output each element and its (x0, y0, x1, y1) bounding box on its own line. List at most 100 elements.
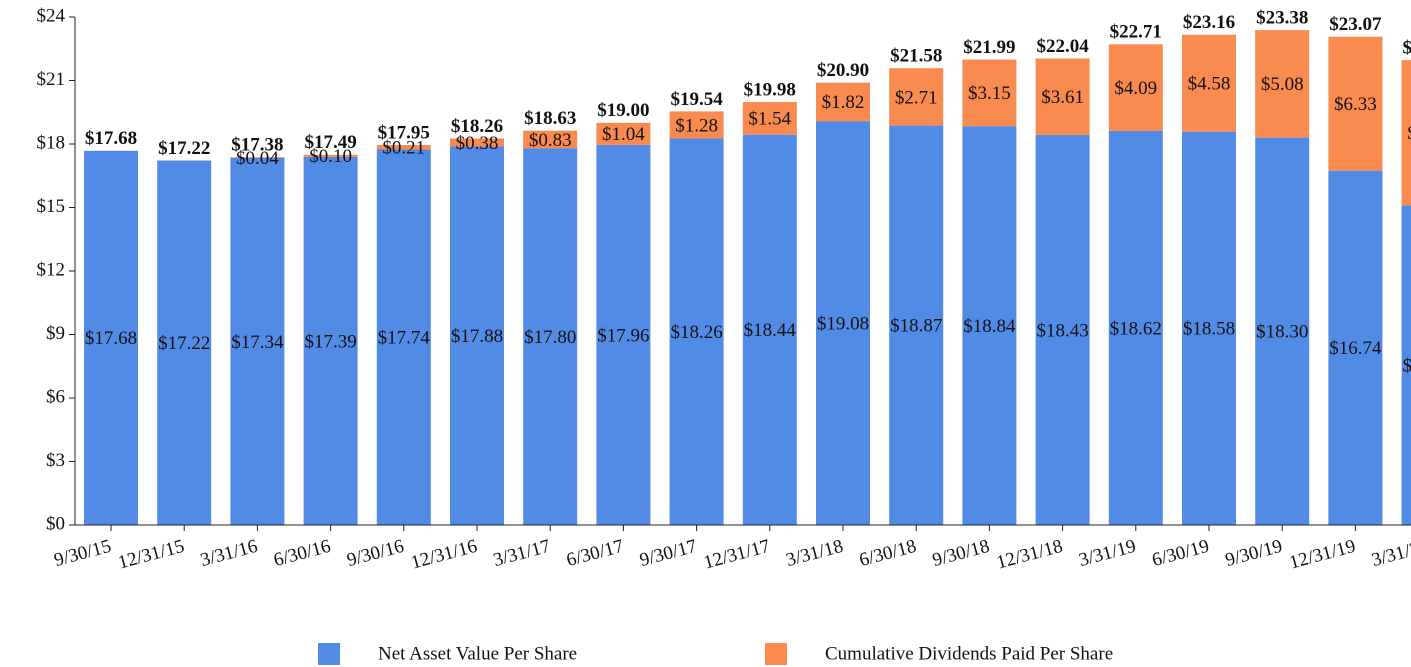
x-tick-label: 3/31/20 (1370, 536, 1411, 571)
total-label: $23.38 (1256, 7, 1308, 28)
total-label: $20.90 (817, 60, 869, 81)
bar-segment (669, 111, 724, 139)
y-tick-label: $6 (46, 386, 65, 407)
bar-segment (450, 138, 504, 147)
value-label: $18.84 (963, 316, 1016, 337)
y-tick-label: $24 (37, 5, 66, 26)
bar-segment (230, 157, 285, 158)
bar-segment (1035, 58, 1090, 135)
value-label: $1.82 (822, 92, 865, 113)
bar-segment (889, 68, 944, 126)
value-label: $17.39 (304, 331, 356, 352)
x-tick-label: 3/31/17 (491, 536, 553, 571)
value-label: $18.44 (744, 320, 797, 341)
value-label: $3.15 (968, 83, 1011, 104)
value-label: $16.74 (1329, 338, 1382, 359)
x-tick-label: 6/30/19 (1150, 536, 1212, 571)
bar-segment (962, 59, 1017, 127)
value-label: $0.83 (529, 130, 572, 151)
x-tick-label: 6/30/18 (857, 536, 919, 571)
bar-segment (1328, 36, 1383, 171)
value-label: $4.58 (1188, 74, 1231, 95)
value-label: $17.88 (451, 326, 503, 347)
bar-segment (1401, 205, 1411, 525)
total-label: $18.26 (451, 116, 503, 137)
value-label: $1.04 (602, 124, 645, 145)
value-label: $4.09 (1114, 78, 1157, 99)
value-label: $5.08 (1261, 74, 1304, 95)
bar-segment (669, 138, 724, 525)
x-tick-label: 6/30/16 (272, 536, 334, 571)
bar-segment (1108, 44, 1163, 131)
x-tick-label: 12/31/19 (1287, 536, 1358, 574)
total-label: $21.58 (890, 46, 942, 67)
total-label: $21.96 (1402, 38, 1411, 59)
bar-segment (230, 157, 285, 525)
value-label: $18.87 (890, 316, 942, 337)
value-label: $17.22 (158, 333, 210, 354)
value-label: $0.38 (456, 133, 499, 154)
value-label: $15.10 (1402, 356, 1411, 377)
total-label: $17.95 (378, 122, 430, 143)
bar-segment (157, 160, 212, 525)
legend-label: Cumulative Dividends Paid Per Share (825, 643, 1113, 664)
total-label: $19.98 (744, 79, 796, 100)
value-label: $3.61 (1041, 87, 1084, 108)
bar-segment (450, 146, 504, 526)
bar-segment (889, 125, 944, 526)
value-label: $18.30 (1256, 322, 1308, 343)
x-tick-label: 3/31/19 (1077, 536, 1139, 571)
value-label: $18.62 (1110, 318, 1162, 339)
value-label: $0.21 (382, 138, 425, 159)
y-tick-label: $21 (37, 69, 66, 90)
value-label: $18.26 (670, 322, 722, 343)
value-label: $17.68 (85, 328, 137, 349)
x-tick-label: 12/31/18 (994, 536, 1065, 574)
x-tick-label: 9/30/15 (52, 536, 114, 571)
bar-segment (1182, 34, 1236, 132)
value-label: $2.71 (895, 87, 938, 108)
x-tick-label: 9/30/17 (638, 536, 700, 571)
total-label: $17.49 (304, 132, 356, 153)
value-label: $18.58 (1183, 319, 1235, 340)
legend-label: Net Asset Value Per Share (378, 643, 577, 664)
y-tick-label: $0 (46, 513, 65, 534)
bar-segment (1328, 170, 1383, 526)
y-tick-label: $15 (37, 196, 66, 217)
total-label: $19.54 (670, 89, 723, 110)
bar-segment (816, 82, 870, 122)
value-label: $19.08 (817, 313, 869, 334)
bar-segment (1035, 134, 1090, 526)
bar-segment (303, 154, 358, 157)
x-tick-label: 9/30/16 (345, 536, 407, 571)
value-label: $1.28 (675, 115, 718, 136)
bar-segment (376, 145, 431, 150)
bar-segment (962, 126, 1017, 525)
value-label: $6.86 (1407, 123, 1411, 144)
bar-segment (523, 130, 578, 149)
value-label: $17.80 (524, 327, 576, 348)
value-label: $17.96 (597, 325, 649, 346)
x-tick-label: 3/31/16 (198, 536, 260, 571)
x-tick-label: 9/30/19 (1223, 536, 1285, 571)
bar-segment (523, 148, 578, 525)
value-label: $17.74 (378, 328, 431, 349)
bar-segment (596, 122, 651, 145)
bar-segment (1255, 137, 1310, 525)
y-tick-label: $18 (37, 132, 66, 153)
value-label: $18.43 (1036, 320, 1088, 341)
bar-segment (84, 150, 138, 526)
bar-segment (303, 156, 358, 525)
total-label: $17.68 (85, 128, 137, 149)
bar-segment (742, 102, 797, 135)
bar-segment (1401, 60, 1411, 206)
bar-segment (1182, 131, 1236, 525)
total-label: $17.38 (231, 134, 283, 155)
x-tick-label: 12/31/15 (116, 536, 187, 574)
x-tick-label: 9/30/18 (930, 536, 992, 571)
total-label: $22.71 (1110, 22, 1162, 43)
x-tick-label: 12/31/16 (409, 536, 480, 574)
total-label: $22.04 (1036, 36, 1089, 57)
